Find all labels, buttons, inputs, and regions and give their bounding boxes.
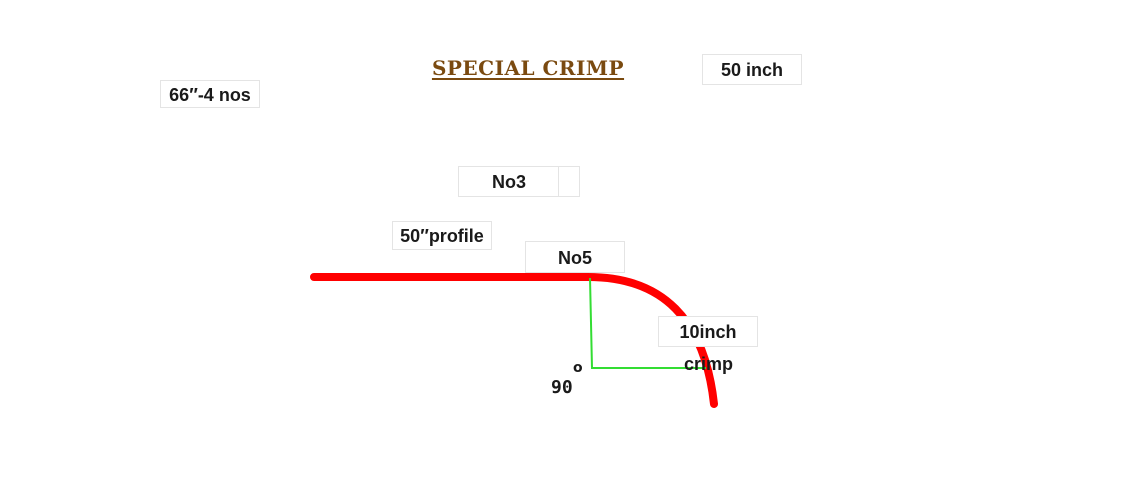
- crimp-size-label: 10inch: [658, 316, 758, 347]
- gauge-top-label: No3: [458, 166, 580, 197]
- profile-line: [310, 273, 718, 408]
- page-title: SPECIAL CRIMP: [431, 56, 625, 80]
- gauge-bottom-label: No5: [525, 241, 625, 273]
- gauge-top-text: No3: [491, 172, 526, 192]
- right-angle-guide: [589, 277, 706, 369]
- crimp-word-label: crimp: [684, 354, 734, 374]
- angle-value: 90: [551, 377, 573, 398]
- width-label: 50 inch: [702, 54, 802, 85]
- quantity-label: 66″-4 nos: [160, 80, 260, 108]
- profile-label: 50″profile: [392, 221, 492, 250]
- label-divider: [558, 167, 559, 196]
- degree-symbol: o: [573, 360, 583, 376]
